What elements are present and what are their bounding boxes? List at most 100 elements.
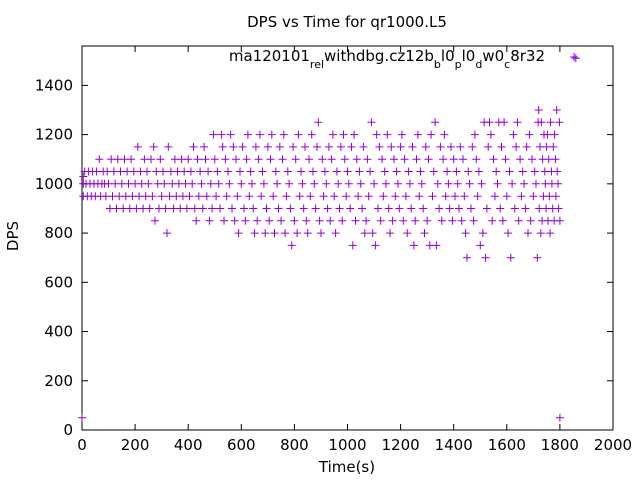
data-point — [409, 241, 418, 250]
data-point — [233, 192, 242, 201]
legend-marker — [570, 53, 578, 61]
data-point — [451, 192, 459, 201]
data-point — [271, 167, 280, 176]
data-point — [490, 192, 499, 201]
data-point — [336, 142, 345, 151]
y-tick-label: 1000 — [35, 175, 73, 193]
data-point — [170, 155, 179, 164]
data-point — [460, 192, 469, 201]
data-point — [477, 179, 486, 188]
data-point — [415, 192, 424, 201]
data-point — [500, 118, 509, 127]
data-point — [492, 167, 501, 176]
data-point — [250, 229, 259, 238]
data-point — [544, 155, 553, 164]
data-point — [384, 204, 393, 213]
data-point — [441, 192, 450, 201]
data-point — [228, 204, 236, 213]
y-tick-label: 0 — [63, 421, 73, 439]
x-axis: 0 200 400 600 800 1000 1200 1400 1600 1800 2000 — [77, 46, 632, 454]
data-point — [261, 229, 270, 238]
data-point — [208, 204, 217, 213]
data-point — [289, 142, 298, 151]
data-point — [180, 167, 189, 176]
data-points — [78, 54, 580, 422]
data-point — [554, 204, 563, 213]
data-point — [468, 142, 477, 151]
data-point — [281, 229, 290, 238]
data-point — [356, 179, 365, 188]
data-point — [358, 204, 367, 213]
data-point — [181, 179, 190, 188]
data-point — [571, 54, 580, 63]
data-point — [247, 179, 256, 188]
data-point — [132, 204, 141, 213]
data-point — [352, 155, 361, 164]
data-point — [210, 155, 219, 164]
data-point — [427, 130, 436, 139]
data-point — [378, 155, 386, 164]
data-point — [436, 142, 445, 151]
data-point — [310, 179, 319, 188]
data-point — [537, 118, 546, 127]
data-point — [344, 179, 353, 188]
data-point — [265, 216, 274, 225]
data-point — [371, 241, 380, 250]
data-point — [502, 192, 511, 201]
data-point — [546, 118, 555, 127]
data-point — [315, 216, 324, 225]
data-point — [197, 179, 206, 188]
data-point — [112, 204, 121, 213]
data-point — [254, 155, 263, 164]
data-point — [382, 179, 390, 188]
data-point — [78, 413, 86, 422]
data-point — [220, 216, 228, 225]
data-point — [212, 192, 221, 201]
data-point — [482, 204, 491, 213]
data-point — [464, 167, 473, 176]
y-tick-label: 1200 — [35, 126, 73, 144]
data-point — [311, 204, 320, 213]
data-point — [555, 216, 564, 225]
data-point — [221, 155, 230, 164]
data-point — [263, 142, 272, 151]
data-point — [399, 216, 408, 225]
data-point — [283, 167, 292, 176]
data-point — [298, 179, 307, 188]
y-axis-label: DPS — [4, 221, 22, 251]
data-point — [461, 229, 470, 238]
x-tick-label: 800 — [280, 436, 309, 454]
data-point — [536, 229, 545, 238]
data-point — [435, 204, 444, 213]
data-point — [165, 192, 174, 201]
data-point — [424, 155, 433, 164]
data-point — [123, 167, 132, 176]
data-point — [331, 229, 340, 238]
data-point — [400, 155, 409, 164]
data-point — [354, 192, 363, 201]
data-point — [324, 142, 333, 151]
data-point — [328, 130, 337, 139]
data-point — [145, 204, 154, 213]
y-tick-label: 800 — [44, 224, 73, 242]
data-point — [291, 155, 300, 164]
data-point — [294, 130, 303, 139]
data-point — [200, 142, 209, 151]
data-point — [274, 204, 283, 213]
data-point — [472, 155, 481, 164]
y-tick-label: 600 — [44, 273, 73, 291]
data-point — [359, 142, 368, 151]
data-point — [343, 167, 352, 176]
data-point — [290, 216, 299, 225]
data-point — [455, 204, 463, 213]
chart-title: DPS vs Time for qr1000.L5 — [247, 13, 447, 31]
data-point — [388, 216, 397, 225]
data-point — [496, 204, 505, 213]
data-point — [421, 142, 430, 151]
data-point — [550, 130, 559, 139]
data-point — [488, 216, 497, 225]
data-point — [302, 216, 311, 225]
data-point — [194, 192, 203, 201]
data-point — [216, 204, 225, 213]
data-point — [401, 192, 410, 201]
